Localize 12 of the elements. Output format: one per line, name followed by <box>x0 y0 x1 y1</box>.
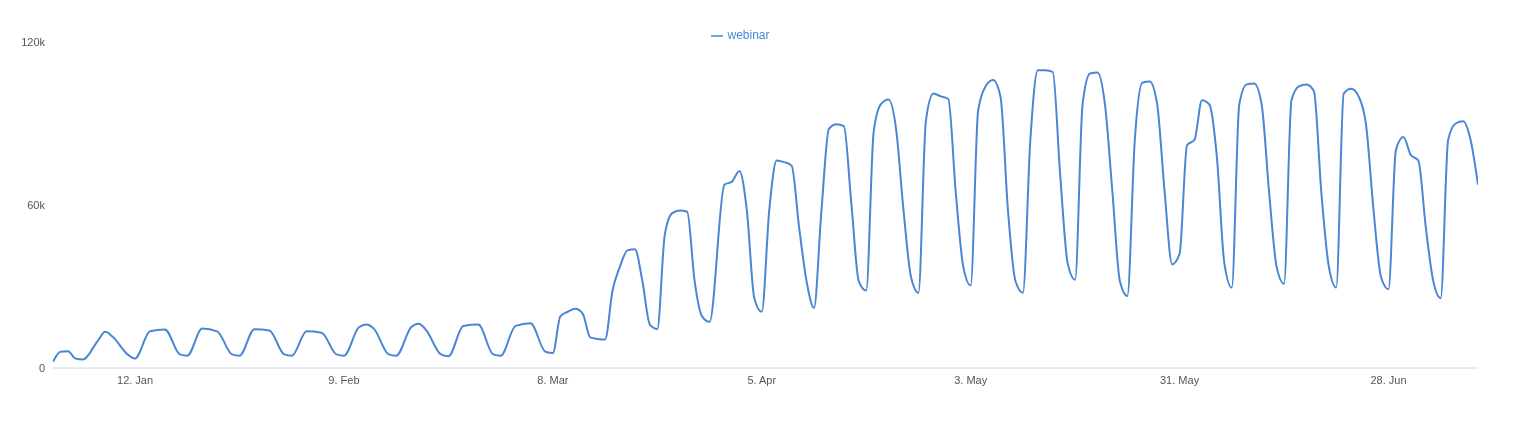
legend-label: webinar <box>727 28 770 42</box>
x-tick-label: 5. Apr <box>747 373 777 386</box>
x-tick-label: 9. Feb <box>328 373 360 386</box>
x-tick-label: 31. May <box>1160 373 1200 386</box>
y-tick-label: 120k <box>21 35 46 48</box>
line-series <box>53 69 1478 363</box>
x-tick-label: 3. May <box>954 373 988 386</box>
x-tick-label: 12. Jan <box>117 373 154 386</box>
y-tick-label: 60k <box>27 198 46 211</box>
x-tick-label: 8. Mar <box>537 373 569 386</box>
y-tick-label: 0 <box>38 361 45 374</box>
x-tick-label: 28. Jun <box>1370 373 1407 386</box>
